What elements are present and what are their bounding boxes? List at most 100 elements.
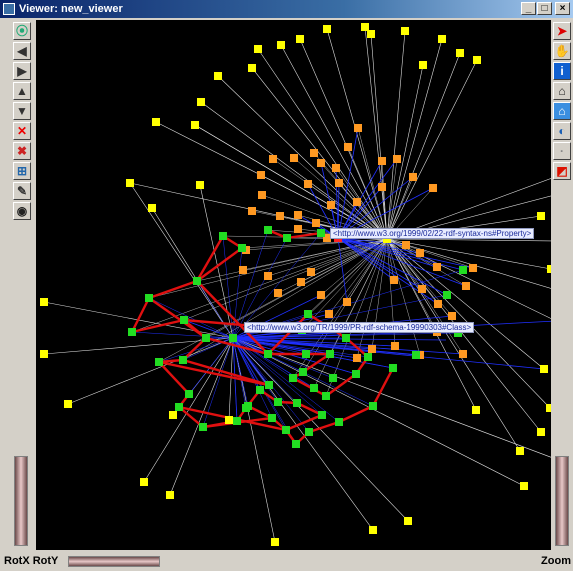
yellow-node[interactable] bbox=[248, 64, 256, 72]
orange-node[interactable] bbox=[317, 291, 325, 299]
green-node[interactable] bbox=[329, 374, 337, 382]
yellow-node[interactable] bbox=[537, 212, 545, 220]
orange-node[interactable] bbox=[332, 164, 340, 172]
arrow-up-button[interactable]: ▲ bbox=[13, 82, 31, 100]
delete-node-button[interactable]: ✖ bbox=[13, 142, 31, 160]
green-node[interactable] bbox=[454, 329, 462, 337]
orange-node[interactable] bbox=[409, 173, 417, 181]
yellow-node[interactable] bbox=[225, 416, 233, 424]
green-node[interactable] bbox=[342, 334, 350, 342]
orange-node[interactable] bbox=[459, 350, 467, 358]
orange-node[interactable] bbox=[257, 171, 265, 179]
green-node[interactable] bbox=[352, 370, 360, 378]
home-blue-button[interactable]: ⌂ bbox=[553, 102, 571, 120]
orange-node[interactable] bbox=[323, 234, 331, 242]
yellow-node[interactable] bbox=[537, 428, 545, 436]
color-button[interactable]: ◩ bbox=[553, 162, 571, 180]
green-node[interactable] bbox=[202, 334, 210, 342]
orange-node[interactable] bbox=[276, 212, 284, 220]
green-node[interactable] bbox=[317, 229, 325, 237]
green-node[interactable] bbox=[274, 398, 282, 406]
green-node[interactable] bbox=[244, 402, 252, 410]
orange-node[interactable] bbox=[294, 225, 302, 233]
orange-node[interactable] bbox=[307, 268, 315, 276]
maximize-button[interactable]: □ bbox=[537, 2, 552, 15]
green-node[interactable] bbox=[369, 402, 377, 410]
pen-button[interactable]: ✎ bbox=[13, 182, 31, 200]
green-node[interactable] bbox=[282, 426, 290, 434]
green-node[interactable] bbox=[264, 350, 272, 358]
green-node[interactable] bbox=[299, 368, 307, 376]
green-node[interactable] bbox=[238, 244, 246, 252]
yellow-node[interactable] bbox=[323, 25, 331, 33]
yellow-node[interactable] bbox=[547, 265, 551, 273]
home-button[interactable]: ⌂ bbox=[553, 82, 571, 100]
orange-node[interactable] bbox=[353, 354, 361, 362]
green-node[interactable] bbox=[459, 266, 467, 274]
green-node[interactable] bbox=[145, 294, 153, 302]
yellow-node[interactable] bbox=[277, 41, 285, 49]
orange-node[interactable] bbox=[433, 263, 441, 271]
orange-node[interactable] bbox=[462, 282, 470, 290]
minimize-button[interactable]: _ bbox=[521, 2, 536, 15]
orange-node[interactable] bbox=[418, 285, 426, 293]
orange-node[interactable] bbox=[264, 272, 272, 280]
eye-button[interactable]: ◉ bbox=[13, 202, 31, 220]
yellow-node[interactable] bbox=[196, 181, 204, 189]
orange-node[interactable] bbox=[469, 264, 477, 272]
yellow-node[interactable] bbox=[64, 400, 72, 408]
yellow-node[interactable] bbox=[152, 118, 160, 126]
arrow-right-button[interactable]: ▶ bbox=[13, 62, 31, 80]
green-node[interactable] bbox=[364, 353, 372, 361]
select-pointer-button[interactable]: ➤ bbox=[553, 22, 571, 40]
yellow-node[interactable] bbox=[369, 526, 377, 534]
yellow-node[interactable] bbox=[197, 98, 205, 106]
green-node[interactable] bbox=[304, 310, 312, 318]
rotate-horizontal-slider[interactable] bbox=[68, 556, 160, 567]
orange-node[interactable] bbox=[343, 298, 351, 306]
yellow-node[interactable] bbox=[40, 350, 48, 358]
orange-node[interactable] bbox=[434, 300, 442, 308]
orange-node[interactable] bbox=[429, 184, 437, 192]
yellow-node[interactable] bbox=[254, 45, 262, 53]
orange-node[interactable] bbox=[327, 201, 335, 209]
layout-button[interactable]: ⊞ bbox=[13, 162, 31, 180]
green-node[interactable] bbox=[175, 403, 183, 411]
green-node[interactable] bbox=[389, 364, 397, 372]
yellow-node[interactable] bbox=[546, 404, 551, 412]
yellow-node[interactable] bbox=[166, 491, 174, 499]
green-node[interactable] bbox=[283, 234, 291, 242]
orange-node[interactable] bbox=[248, 207, 256, 215]
yellow-node[interactable] bbox=[214, 72, 222, 80]
orange-node[interactable] bbox=[378, 183, 386, 191]
orange-node[interactable] bbox=[269, 155, 277, 163]
orange-node[interactable] bbox=[258, 191, 266, 199]
green-node[interactable] bbox=[412, 351, 420, 359]
yellow-node[interactable] bbox=[456, 49, 464, 57]
green-node[interactable] bbox=[233, 417, 241, 425]
orange-node[interactable] bbox=[393, 155, 401, 163]
green-node[interactable] bbox=[256, 386, 264, 394]
close-button[interactable]: × bbox=[555, 2, 570, 15]
rotate-vertical-slider[interactable] bbox=[14, 456, 28, 546]
orange-node[interactable] bbox=[239, 266, 247, 274]
delete-button[interactable]: ✕ bbox=[13, 122, 31, 140]
yellow-node[interactable] bbox=[472, 406, 480, 414]
orange-node[interactable] bbox=[402, 241, 410, 249]
green-node[interactable] bbox=[302, 350, 310, 358]
green-node[interactable] bbox=[180, 316, 188, 324]
zoom-fit-button[interactable]: ⦿ bbox=[13, 22, 31, 40]
orange-node[interactable] bbox=[274, 289, 282, 297]
green-node[interactable] bbox=[310, 384, 318, 392]
orange-node[interactable] bbox=[391, 342, 399, 350]
yellow-node[interactable] bbox=[148, 204, 156, 212]
green-node[interactable] bbox=[185, 390, 193, 398]
green-node[interactable] bbox=[318, 411, 326, 419]
yellow-node[interactable] bbox=[540, 365, 548, 373]
arrow-left-button[interactable]: ◀ bbox=[13, 42, 31, 60]
orange-node[interactable] bbox=[312, 219, 320, 227]
orange-node[interactable] bbox=[290, 154, 298, 162]
yellow-node[interactable] bbox=[40, 298, 48, 306]
orange-node[interactable] bbox=[310, 149, 318, 157]
orange-node[interactable] bbox=[325, 310, 333, 318]
